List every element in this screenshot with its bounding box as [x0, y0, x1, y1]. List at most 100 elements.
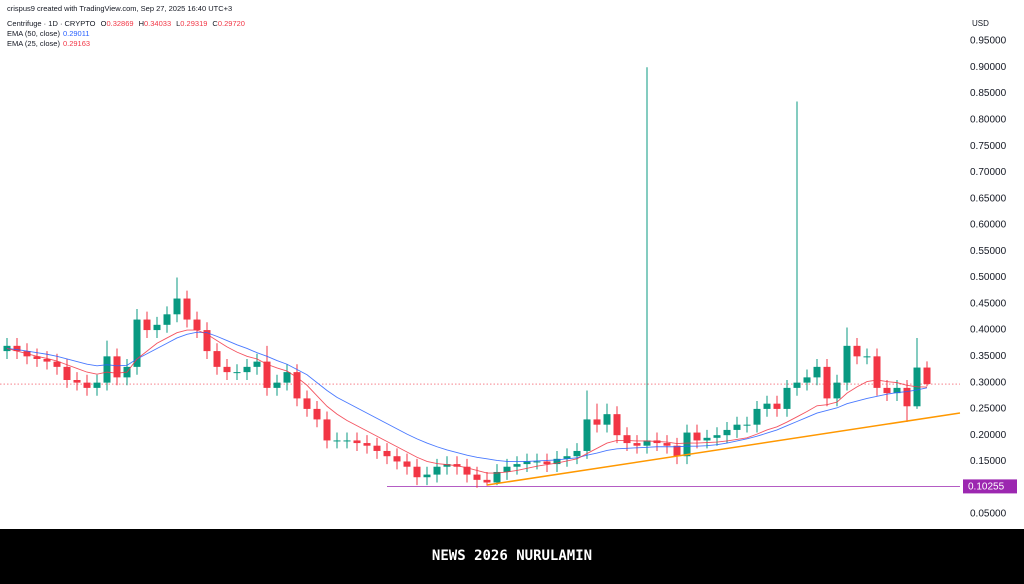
candle-body — [633, 443, 641, 446]
candle-body — [693, 432, 701, 441]
candle-body — [813, 366, 821, 378]
candle-body — [163, 314, 171, 325]
candle-body — [473, 474, 481, 480]
candle-body — [443, 464, 451, 467]
candle-body — [733, 424, 741, 430]
candle-body — [313, 408, 321, 420]
attribution: crispus9 created with TradingView.com, S… — [7, 4, 233, 13]
candle-body — [823, 366, 831, 399]
candle-body — [283, 372, 291, 383]
candle-body — [743, 424, 751, 426]
candle-body — [373, 445, 381, 451]
candle-body — [853, 345, 861, 357]
candle-body — [583, 419, 591, 451]
indicator-value: 0.29163 — [62, 39, 91, 48]
candle-body — [643, 440, 651, 446]
candle-body — [293, 372, 301, 399]
candle-body — [93, 382, 101, 388]
ohlc-value: 0.34033 — [144, 19, 172, 28]
candle-body — [593, 419, 601, 425]
ohlc-item: L0.29319 — [176, 19, 210, 28]
ohlc-item: C0.29720 — [212, 19, 248, 28]
indicator-legend: EMA (25, close) 0.29163 — [7, 39, 93, 48]
candle-body — [253, 361, 261, 367]
candle-body — [483, 479, 491, 483]
candle-body — [573, 450, 581, 457]
candle-body — [843, 345, 851, 383]
candle-body — [343, 440, 351, 442]
candle-body — [613, 414, 621, 436]
candle-body — [493, 471, 501, 483]
candle-body — [893, 387, 901, 394]
candle-body — [563, 456, 571, 459]
candle-body — [833, 382, 841, 399]
candle-body — [753, 408, 761, 425]
candle-body — [273, 382, 281, 388]
indicator-legend: EMA (50, close) 0.29011 — [7, 29, 93, 38]
candle-body — [803, 377, 811, 383]
symbol-legend: Centrifuge · 1D · CRYPTO O0.32869 H0.3403… — [7, 19, 250, 28]
candle-body — [623, 435, 631, 444]
indicator-name: EMA (25, close) — [7, 39, 60, 48]
candle-body — [13, 345, 21, 352]
candle-body — [763, 403, 771, 409]
candle-body — [263, 361, 271, 388]
candle-body — [683, 432, 691, 457]
indicator-name: EMA (50, close) — [7, 29, 60, 38]
candle-body — [673, 445, 681, 457]
candle-body — [403, 461, 411, 467]
candle-body — [183, 298, 191, 320]
y-tick-label: 0.75000 — [970, 141, 1007, 152]
candle-body — [303, 398, 311, 409]
candle-body — [543, 461, 551, 465]
y-tick-label: 0.35000 — [970, 351, 1007, 362]
y-tick-label: 0.85000 — [970, 88, 1007, 99]
candle-body — [223, 366, 231, 373]
chart: USD0.050000.100000.150000.200000.250000.… — [0, 19, 1017, 520]
candle-body — [413, 466, 421, 478]
candle-body — [153, 324, 161, 331]
currency-label: USD — [972, 19, 989, 28]
y-tick-label: 0.80000 — [970, 114, 1007, 125]
candle-body — [53, 361, 61, 367]
candle-body — [73, 380, 81, 383]
y-tick-label: 0.90000 — [970, 62, 1007, 73]
candle-body — [793, 382, 801, 388]
candle-body — [363, 443, 371, 446]
candle-body — [103, 356, 111, 383]
candle-body — [33, 356, 41, 359]
candle-body — [873, 356, 881, 388]
candle-body — [323, 419, 331, 441]
y-tick-label: 0.70000 — [970, 167, 1007, 178]
ohlc-value: 0.29720 — [217, 19, 245, 28]
candle-body — [193, 319, 201, 331]
ohlc-item: H0.34033 — [139, 19, 175, 28]
indicator-value: 0.29011 — [62, 29, 90, 38]
ohlc-key: O — [100, 19, 107, 28]
candle-body — [883, 387, 891, 394]
footer-banner: NEWS 2026 NURULAMIN — [0, 529, 1024, 584]
ema-line — [6, 329, 928, 474]
ema-line — [6, 331, 928, 462]
candle-body — [83, 382, 91, 388]
trendline — [486, 412, 961, 486]
candle-body — [783, 387, 791, 409]
y-tick-label: 0.95000 — [970, 36, 1007, 47]
candle-body — [513, 464, 521, 467]
candle-body — [353, 440, 361, 444]
candle-body — [553, 458, 561, 465]
ohlc-key: L — [176, 19, 181, 28]
level-tag — [963, 479, 1017, 494]
ohlc-key: H — [138, 19, 144, 28]
y-tick-label: 0.55000 — [970, 246, 1007, 257]
candle-body — [213, 351, 221, 367]
candle-body — [393, 456, 401, 462]
level-label: 0.10255 — [968, 482, 1005, 493]
ohlc-key: C — [212, 19, 218, 28]
candle-body — [503, 466, 511, 472]
candle-body — [243, 366, 251, 373]
y-tick-label: 0.30000 — [970, 377, 1007, 388]
candle-body — [463, 466, 471, 475]
ohlc-value: 0.29319 — [180, 19, 208, 28]
candle-body — [723, 429, 731, 436]
